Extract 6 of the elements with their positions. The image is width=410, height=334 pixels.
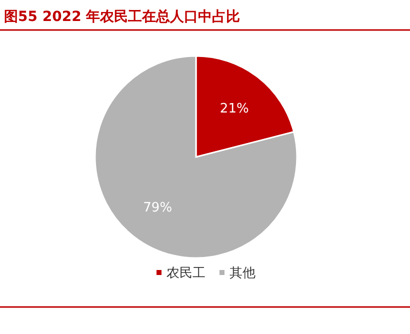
legend-label: 农民工	[166, 266, 206, 281]
pie-slice	[94, 55, 298, 259]
legend-label: 其他	[230, 266, 256, 281]
data-label: 79%	[143, 200, 172, 216]
chart-title: 图55 2022 年农民工在总人口中占比	[4, 9, 240, 25]
data-label: 21%	[220, 102, 249, 117]
